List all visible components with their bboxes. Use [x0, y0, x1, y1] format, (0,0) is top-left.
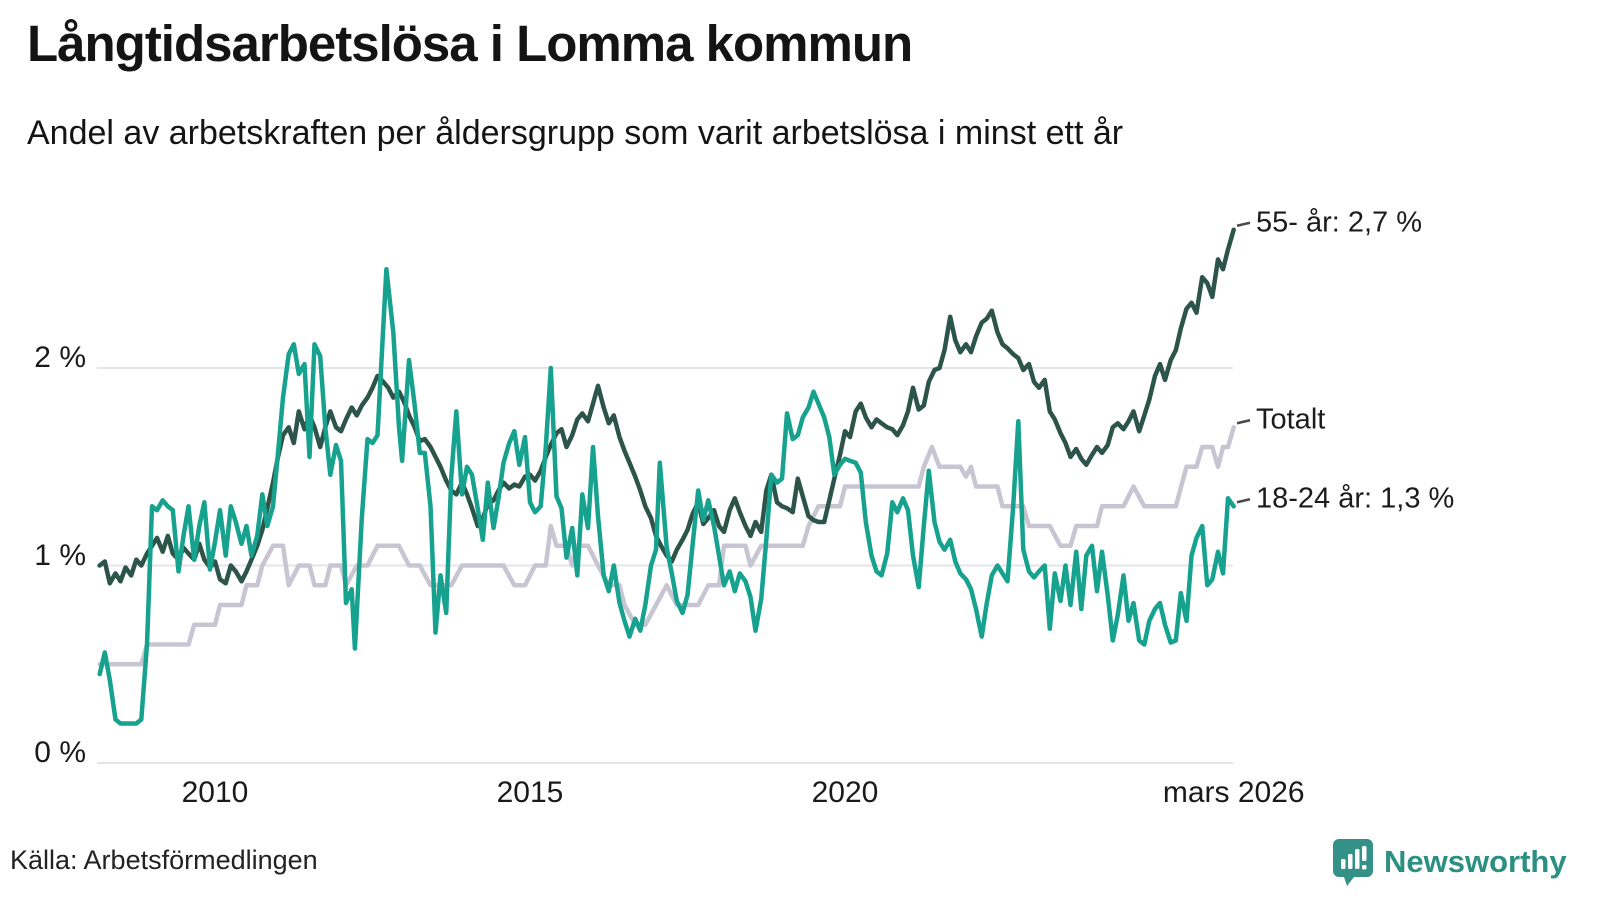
series-end-label: 55- år: 2,7 % — [1256, 206, 1423, 239]
bar-chart-speech-bubble-icon — [1333, 839, 1373, 886]
y-axis-label: 0 % — [34, 736, 86, 769]
end-label-tick — [1236, 221, 1251, 227]
series-end-label: Totalt — [1256, 403, 1326, 436]
newsworthy-logo[interactable]: Newsworthy — [1332, 838, 1567, 886]
x-axis-label: 2010 — [181, 776, 249, 809]
x-axis-label: 2015 — [496, 776, 564, 809]
end-label-tick — [1236, 498, 1251, 504]
source-note: Källa: Arbetsförmedlingen — [10, 845, 318, 875]
x-axis-label: 2020 — [811, 776, 879, 809]
x-axis-label: mars 2026 — [1162, 776, 1305, 809]
series-end-label: 18-24 år: 1,3 % — [1256, 482, 1455, 515]
y-axis-label: 2 % — [34, 341, 86, 374]
y-axis-label: 1 % — [34, 538, 86, 572]
page-title: Långtidsarbetslösa i Lomma kommun — [27, 15, 913, 72]
newsworthy-brand-text: Newsworthy — [1384, 844, 1567, 879]
end-label-tick — [1236, 419, 1251, 425]
series-line-18-24-r — [97, 267, 1236, 726]
page-subtitle: Andel av arbetskraften per åldersgrupp s… — [27, 114, 1124, 152]
